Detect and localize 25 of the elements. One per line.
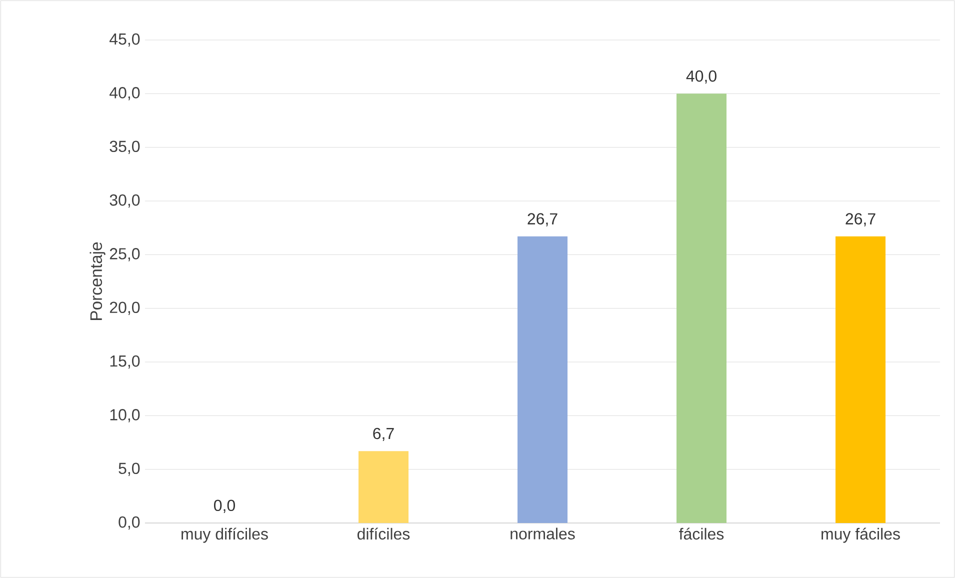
y-tick-label: 25,0	[110, 248, 140, 262]
x-tick-label: muy fáciles	[822, 528, 900, 543]
x-tick-label: muy difíciles	[182, 528, 268, 543]
x-tick-label: difíciles	[358, 528, 410, 540]
y-tick-label: 10,0	[110, 409, 140, 422]
y-tick-label: 20,0	[110, 302, 140, 315]
data-label: 26,7	[846, 213, 876, 226]
y-axis-title: Porcentaje	[90, 242, 106, 320]
y-tick-label: 0,0	[118, 516, 140, 530]
x-tick-label: normales	[510, 528, 575, 540]
x-tick-label: fáciles	[679, 528, 724, 540]
data-label: 6,7	[373, 428, 394, 442]
bar	[676, 94, 727, 523]
bar	[358, 451, 409, 523]
y-tick-label: 45,0	[110, 33, 140, 47]
y-tick-label: 30,0	[110, 194, 140, 208]
y-tick-label: 35,0	[110, 140, 140, 154]
y-tick-label: 40,0	[110, 87, 140, 100]
data-label: 40,0	[686, 70, 716, 84]
data-label: 0,0	[214, 500, 236, 513]
data-label: 26,7	[528, 213, 558, 226]
bar	[518, 236, 568, 523]
y-tick-label: 5,0	[118, 462, 140, 476]
y-tick-label: 15,0	[110, 355, 140, 369]
bar	[836, 236, 886, 523]
